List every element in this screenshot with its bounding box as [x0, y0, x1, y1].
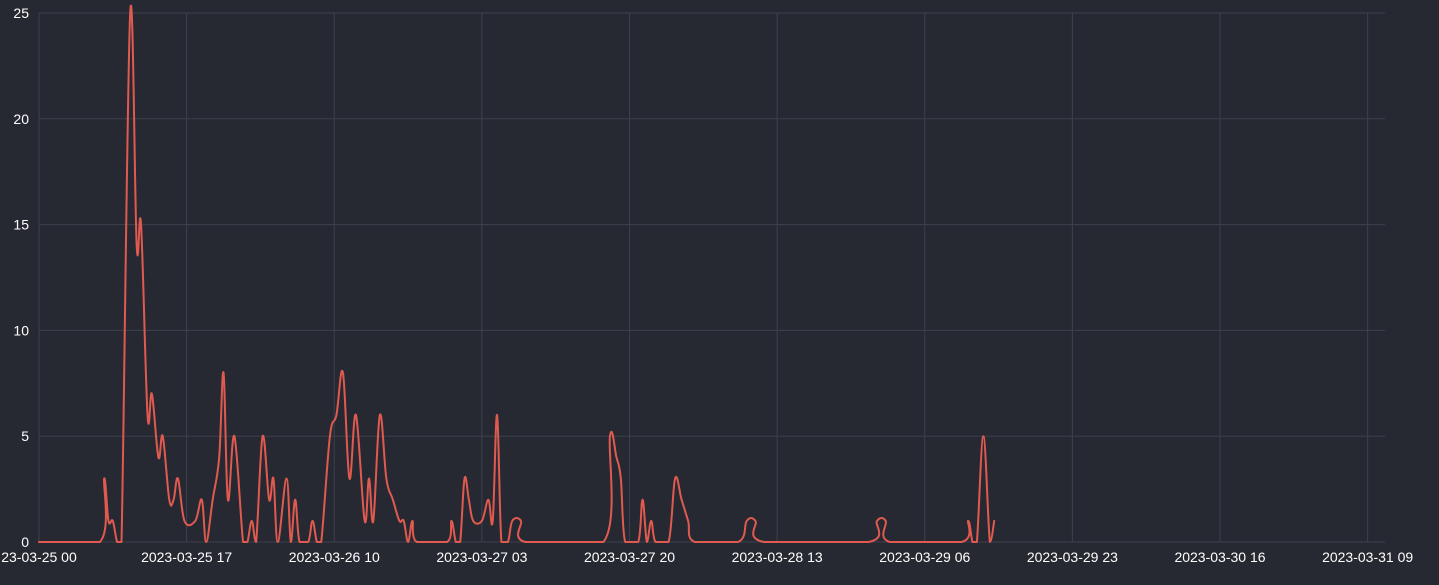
y-tick-label: 25 [13, 5, 29, 21]
x-tick-label: 2023-03-29 23 [1027, 549, 1118, 565]
y-tick-label: 0 [21, 534, 29, 550]
x-tick-label: 2023-03-26 10 [289, 549, 380, 565]
y-tick-label: 10 [13, 322, 29, 338]
series-group [38, 4, 996, 544]
y-axis-tick-labels: 0 5 10 15 20 25 [13, 5, 29, 550]
x-tick-label: 2023-03-25 17 [141, 549, 232, 565]
series-line [38, 4, 996, 544]
vertical-gridlines [38, 13, 1369, 542]
x-tick-label: 2023-03-27 20 [584, 549, 675, 565]
y-tick-label: 20 [13, 111, 29, 127]
horizontal-gridlines [39, 12, 1385, 543]
x-tick-label: 2023-03-31 09 [1322, 549, 1413, 565]
y-tick-label: 15 [13, 217, 29, 233]
x-tick-label: 2023-03-30 16 [1174, 549, 1265, 565]
x-tick-label: 2023-03-28 13 [732, 549, 823, 565]
x-tick-label: 2023-03-29 06 [879, 549, 970, 565]
x-axis-tick-labels: 23-03-25 00 2023-03-25 17 2023-03-26 10 202… [1, 549, 1413, 565]
x-tick-label: 2023-03-27 03 [436, 549, 527, 565]
y-tick-label: 5 [21, 428, 29, 444]
x-tick-label: 23-03-25 00 [1, 549, 77, 565]
